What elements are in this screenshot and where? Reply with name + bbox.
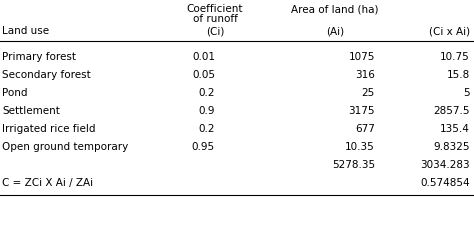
Text: 677: 677 [355, 123, 375, 134]
Text: Primary forest: Primary forest [2, 52, 76, 62]
Text: 15.8: 15.8 [447, 70, 470, 80]
Text: 0.95: 0.95 [192, 141, 215, 151]
Text: 0.2: 0.2 [199, 88, 215, 98]
Text: 3034.283: 3034.283 [420, 159, 470, 169]
Text: 0.2: 0.2 [199, 123, 215, 134]
Text: 25: 25 [362, 88, 375, 98]
Text: 135.4: 135.4 [440, 123, 470, 134]
Text: Pond: Pond [2, 88, 27, 98]
Text: (Ci): (Ci) [206, 26, 224, 36]
Text: of runoff: of runoff [192, 14, 237, 24]
Text: Irrigated rice field: Irrigated rice field [2, 123, 95, 134]
Text: (Ai): (Ai) [326, 26, 344, 36]
Text: Land use: Land use [2, 26, 49, 36]
Text: 0.01: 0.01 [192, 52, 215, 62]
Text: C = ZCi X Ai / ZAi: C = ZCi X Ai / ZAi [2, 177, 93, 187]
Text: 0.9: 0.9 [199, 106, 215, 115]
Text: 10.35: 10.35 [345, 141, 375, 151]
Text: Area of land (ha): Area of land (ha) [291, 4, 379, 14]
Text: Coefficient: Coefficient [187, 4, 243, 14]
Text: 10.75: 10.75 [440, 52, 470, 62]
Text: 1075: 1075 [348, 52, 375, 62]
Text: (Ci x Ai): (Ci x Ai) [429, 26, 470, 36]
Text: 316: 316 [355, 70, 375, 80]
Text: 5278.35: 5278.35 [332, 159, 375, 169]
Text: Open ground temporary: Open ground temporary [2, 141, 128, 151]
Text: Secondary forest: Secondary forest [2, 70, 91, 80]
Text: 0.574854: 0.574854 [420, 177, 470, 187]
Text: 5: 5 [464, 88, 470, 98]
Text: 9.8325: 9.8325 [434, 141, 470, 151]
Text: Settlement: Settlement [2, 106, 60, 115]
Text: 2857.5: 2857.5 [434, 106, 470, 115]
Text: 0.05: 0.05 [192, 70, 215, 80]
Text: 3175: 3175 [348, 106, 375, 115]
